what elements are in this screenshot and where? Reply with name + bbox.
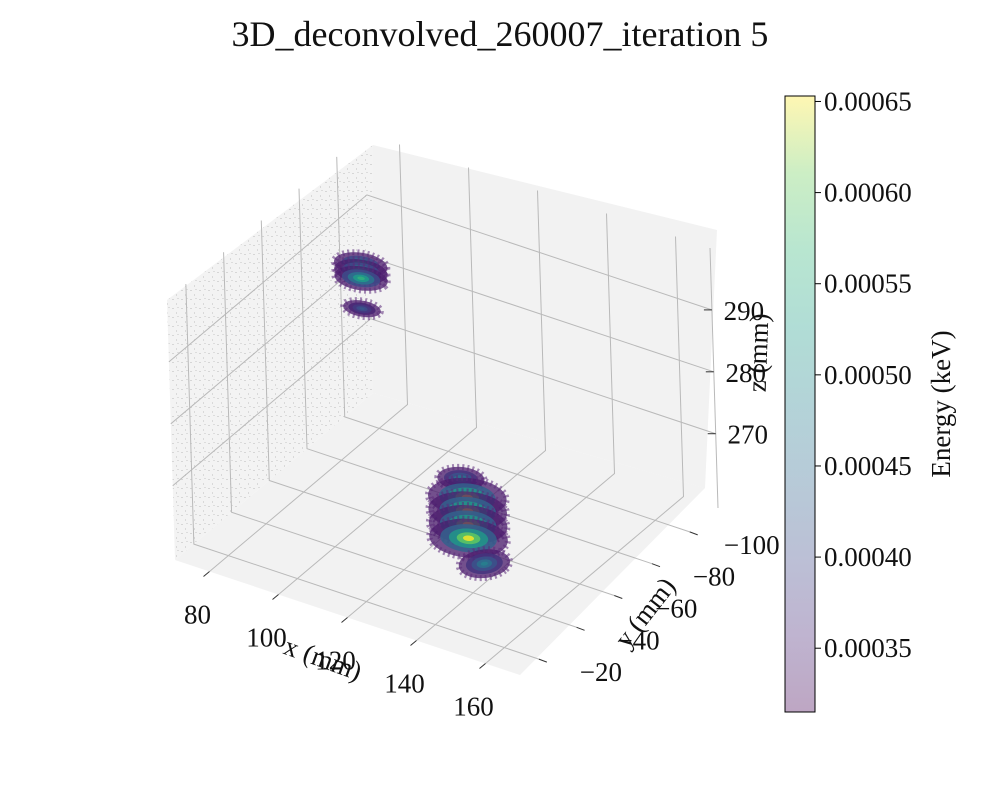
z-axis-line xyxy=(709,247,719,509)
z-tick-label: 270 xyxy=(727,420,768,450)
y-tick-label: −100 xyxy=(724,530,780,560)
colorbar-tick-label: 0.00040 xyxy=(824,542,912,572)
left-pane xyxy=(167,145,373,560)
y-tick-mark xyxy=(576,626,585,631)
back-pane xyxy=(373,145,717,488)
cluster-slice-core xyxy=(463,535,475,541)
scatter-cluster xyxy=(455,546,513,582)
y-tick-label: −80 xyxy=(693,562,735,592)
z-axis-label: z (mm) xyxy=(742,313,775,393)
scatter-cluster xyxy=(340,297,384,321)
colorbar-ticks: 0.00035 0.00040 0.00045 0.00050 0.00055 0.000… xyxy=(815,86,912,663)
colorbar-label: Energy (keV) xyxy=(926,330,956,477)
x-tick-label: 100 xyxy=(246,623,287,653)
scatter-cluster xyxy=(424,474,511,561)
y-tick-mark xyxy=(689,531,698,536)
scatter-clusters xyxy=(330,249,513,582)
colorbar xyxy=(785,96,815,712)
y-tick-label: −60 xyxy=(655,593,697,623)
z-tick-label: 290 xyxy=(724,296,765,326)
x-grid-line xyxy=(209,144,409,572)
colorbar-tick-label: 0.00050 xyxy=(824,360,912,390)
x-grid-line xyxy=(347,190,547,618)
y-grid-line xyxy=(336,156,690,533)
x-tick-label: 160 xyxy=(453,692,494,722)
y-grid-line xyxy=(185,284,540,660)
z-grid-line xyxy=(172,318,716,487)
y-tick-mark xyxy=(538,658,548,663)
x-grid-line xyxy=(485,236,685,664)
x-axis-label: x (mm) xyxy=(280,631,366,687)
colorbar-tick-label: 0.00060 xyxy=(824,178,912,208)
x-tick-mark xyxy=(479,663,486,669)
x-tick-mark xyxy=(341,617,348,623)
colorbar-tick-label: 0.00045 xyxy=(824,451,912,481)
colorbar-tick-label: 0.00055 xyxy=(824,269,912,299)
colorbar-tick-label: 0.00035 xyxy=(824,633,912,663)
x-axis-ticks: 80 100 120 140 160 xyxy=(184,571,494,722)
x-tick-label: 80 xyxy=(184,600,211,630)
x-tick-mark xyxy=(203,571,210,577)
chart-title: 3D_deconvolved_260007_iteration 5 xyxy=(232,14,769,54)
cluster-slice-core xyxy=(359,307,365,310)
y-tick-label: −20 xyxy=(580,657,622,687)
x-grid-line xyxy=(416,213,616,641)
y-tick-mark xyxy=(651,563,661,568)
cluster-slice-core xyxy=(357,276,365,281)
y-axis-ticks: −20−40−60−80−100 xyxy=(538,530,780,687)
z-grid-line xyxy=(168,194,713,363)
y-grid-line xyxy=(298,188,653,565)
y-tick-mark xyxy=(614,595,623,599)
colorbar-frame xyxy=(784,95,816,713)
colorbar-tick-label: 0.00065 xyxy=(824,86,912,116)
z-tick-label: 280 xyxy=(726,358,767,388)
x-grid-line xyxy=(278,167,478,595)
cluster-slice-core xyxy=(480,561,488,566)
y-tick-label: −40 xyxy=(617,625,659,655)
x-tick-mark xyxy=(410,640,417,646)
y-grid-line xyxy=(223,252,577,628)
x-tick-mark xyxy=(272,594,279,600)
x-tick-label: 140 xyxy=(384,669,425,699)
z-axis-ticks: 270 280 290 xyxy=(703,296,768,450)
scatter-cluster xyxy=(330,249,391,294)
x-tick-label: 120 xyxy=(315,646,356,676)
